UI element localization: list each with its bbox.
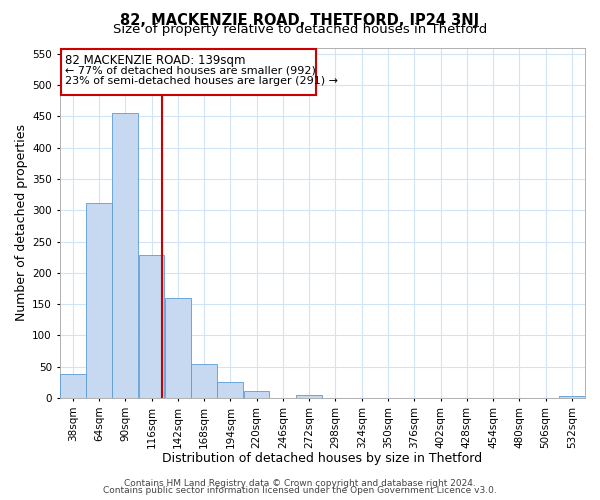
Bar	[165, 298, 191, 398]
Bar	[559, 396, 585, 398]
Y-axis label: Number of detached properties: Number of detached properties	[15, 124, 28, 322]
Text: 82 MACKENZIE ROAD: 139sqm: 82 MACKENZIE ROAD: 139sqm	[65, 54, 245, 67]
Text: ← 77% of detached houses are smaller (992): ← 77% of detached houses are smaller (99…	[65, 65, 316, 75]
Text: 82, MACKENZIE ROAD, THETFORD, IP24 3NJ: 82, MACKENZIE ROAD, THETFORD, IP24 3NJ	[121, 12, 479, 28]
Bar	[86, 204, 112, 398]
Bar	[244, 391, 269, 398]
Bar	[217, 382, 243, 398]
Bar	[139, 256, 164, 398]
Text: 23% of semi-detached houses are larger (291) →: 23% of semi-detached houses are larger (…	[65, 76, 338, 86]
Bar	[296, 395, 322, 398]
Text: Contains public sector information licensed under the Open Government Licence v3: Contains public sector information licen…	[103, 486, 497, 495]
X-axis label: Distribution of detached houses by size in Thetford: Distribution of detached houses by size …	[162, 452, 482, 465]
Text: Contains HM Land Registry data © Crown copyright and database right 2024.: Contains HM Land Registry data © Crown c…	[124, 478, 476, 488]
Bar	[191, 364, 217, 398]
Bar	[60, 374, 86, 398]
Bar	[112, 113, 138, 398]
FancyBboxPatch shape	[61, 49, 316, 95]
Text: Size of property relative to detached houses in Thetford: Size of property relative to detached ho…	[113, 22, 487, 36]
